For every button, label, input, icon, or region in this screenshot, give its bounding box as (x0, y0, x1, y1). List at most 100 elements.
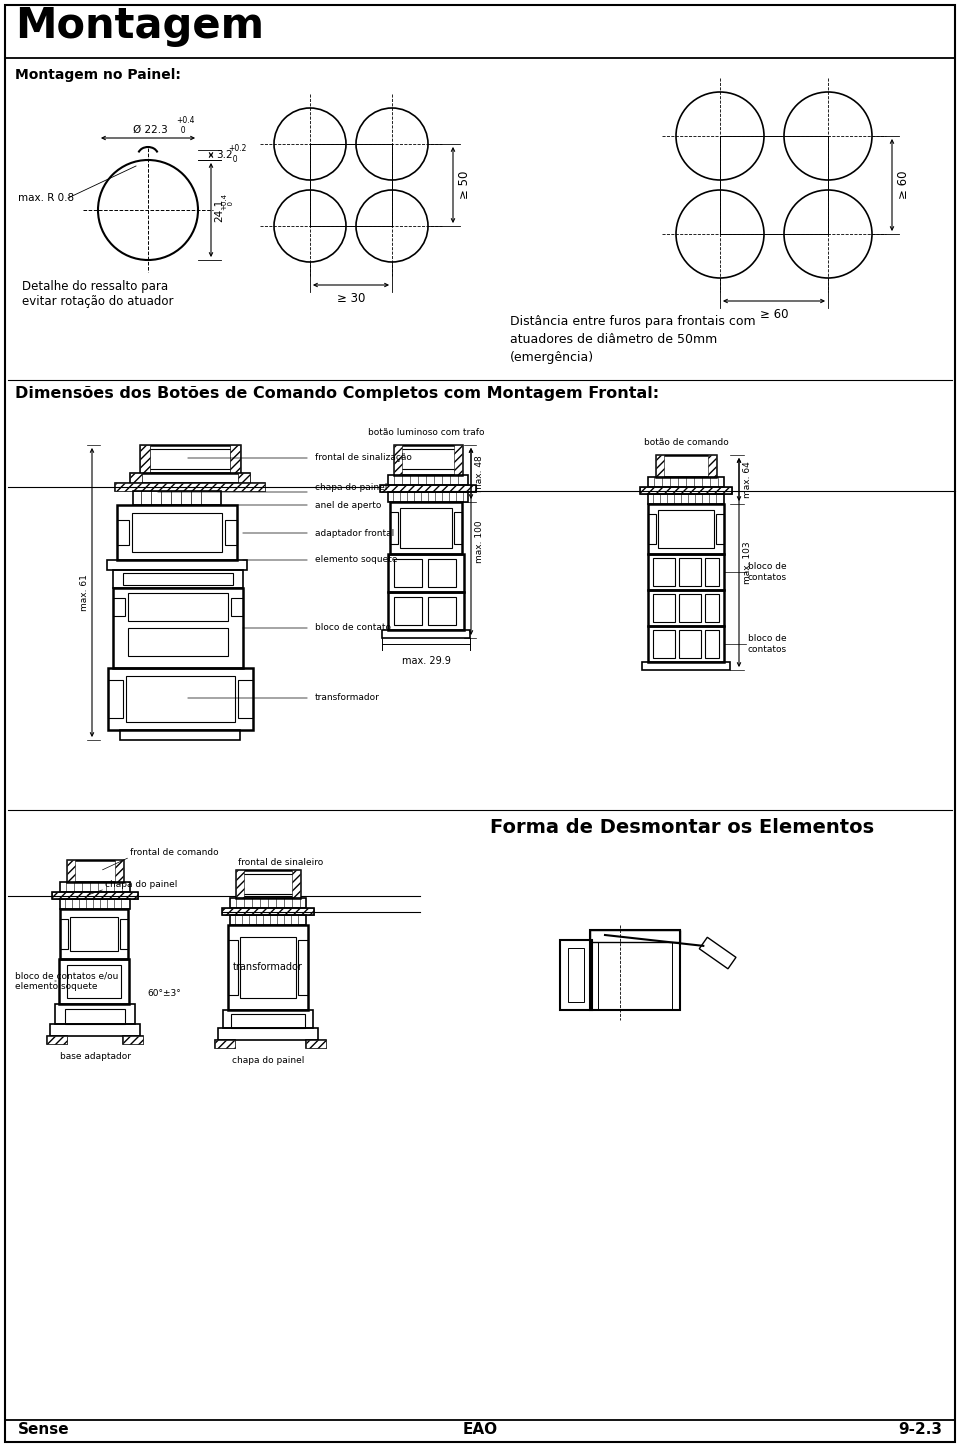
Bar (242, 874, 294, 894)
Text: chapa do painel: chapa do painel (315, 483, 388, 492)
Bar (130, 473, 142, 483)
Bar (52, 891, 138, 899)
Text: +0.2
  0: +0.2 0 (228, 145, 247, 164)
Bar (388, 492, 468, 502)
Bar (60, 883, 130, 891)
Text: 3.2: 3.2 (216, 150, 232, 161)
Bar (390, 512, 398, 544)
Bar (60, 909, 128, 959)
Text: bloco de contato: bloco de contato (315, 624, 391, 632)
Bar (679, 595, 701, 622)
Text: max. 61: max. 61 (80, 574, 89, 611)
Bar (705, 629, 719, 658)
Bar (679, 559, 701, 586)
Bar (225, 519, 237, 546)
Bar (653, 629, 675, 658)
Text: +0.4
  0: +0.4 0 (176, 116, 195, 135)
Bar (653, 595, 675, 622)
Bar (648, 493, 724, 504)
Bar (560, 941, 592, 1010)
Bar (428, 559, 456, 587)
Text: adaptador frontal: adaptador frontal (315, 528, 395, 537)
Bar (653, 559, 675, 586)
Bar (231, 1014, 305, 1027)
Bar (140, 446, 150, 473)
Bar (640, 488, 732, 493)
Bar (648, 514, 656, 544)
Bar (228, 941, 238, 996)
Bar (238, 680, 253, 718)
Text: max. 29.9: max. 29.9 (401, 655, 450, 666)
Bar (306, 1040, 326, 1048)
Bar (658, 509, 714, 548)
Bar (120, 919, 128, 949)
Bar (130, 473, 250, 483)
Bar (656, 454, 664, 478)
Text: botão luminoso com trafo: botão luminoso com trafo (368, 428, 484, 437)
Text: max. R 0.8: max. R 0.8 (18, 192, 74, 203)
Bar (380, 485, 476, 492)
Bar (148, 449, 232, 469)
Bar (47, 1036, 67, 1043)
Text: ≥ 60: ≥ 60 (759, 308, 788, 321)
Bar (648, 590, 724, 627)
Text: 9-2.3: 9-2.3 (898, 1422, 942, 1437)
Bar (400, 449, 456, 469)
Text: evitar rotação do atuador: evitar rotação do atuador (22, 295, 174, 308)
Bar (394, 559, 422, 587)
Bar (454, 512, 462, 544)
Bar (705, 595, 719, 622)
Text: Forma de Desmontar os Elementos: Forma de Desmontar os Elementos (490, 818, 875, 836)
Text: Distância entre furos para frontais com
atuadores de diâmetro de 50mm
(emergênci: Distância entre furos para frontais com … (510, 315, 756, 365)
Text: Sense: Sense (18, 1422, 70, 1437)
Text: frontal de comando: frontal de comando (130, 848, 219, 857)
Bar (107, 560, 247, 570)
Text: EAO: EAO (463, 1422, 497, 1437)
Bar (230, 915, 306, 925)
Bar (590, 930, 680, 1010)
Bar (454, 446, 462, 475)
Text: ≥ 50: ≥ 50 (458, 171, 471, 200)
Bar (390, 502, 462, 554)
Bar (231, 598, 243, 616)
Bar (115, 860, 123, 883)
Bar (113, 598, 125, 616)
Bar (394, 446, 402, 475)
Bar (648, 478, 724, 488)
Bar (70, 917, 118, 951)
Bar (60, 919, 68, 949)
Text: ≥ 30: ≥ 30 (337, 292, 365, 305)
Text: max. 100: max. 100 (475, 519, 484, 563)
Bar (590, 930, 680, 942)
Text: max. 48: max. 48 (475, 456, 484, 492)
Bar (113, 570, 243, 587)
Text: Detalhe do ressalto para: Detalhe do ressalto para (22, 281, 168, 292)
Bar (67, 860, 123, 883)
Bar (47, 1036, 67, 1043)
Bar (708, 454, 716, 478)
Text: Montagem no Painel:: Montagem no Painel: (15, 68, 180, 82)
Text: max. 103: max. 103 (743, 541, 752, 583)
Bar (128, 628, 228, 655)
Bar (55, 1004, 135, 1024)
Bar (123, 1036, 143, 1043)
Text: base adaptador: base adaptador (60, 1052, 131, 1061)
Bar (60, 899, 130, 909)
Bar (648, 504, 724, 554)
Text: +0.4
  0: +0.4 0 (221, 194, 234, 210)
Bar (388, 554, 464, 592)
Bar (222, 909, 314, 915)
Text: anel de aperto: anel de aperto (315, 501, 381, 509)
Bar (140, 446, 240, 473)
Bar (238, 473, 250, 483)
Text: chapa do painel: chapa do painel (105, 880, 178, 888)
Text: Montagem: Montagem (15, 4, 264, 46)
Bar (115, 483, 265, 491)
Bar (67, 965, 121, 998)
Bar (394, 446, 462, 475)
Bar (705, 559, 719, 586)
Bar (382, 629, 470, 638)
Bar (388, 592, 464, 629)
Bar (52, 891, 138, 899)
Bar (108, 680, 123, 718)
